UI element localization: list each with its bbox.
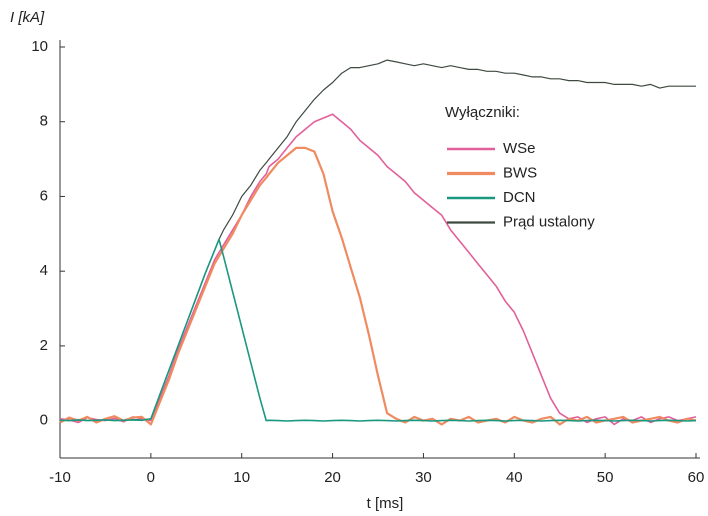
y-tick-label: 2: [40, 337, 48, 354]
y-tick-label: 8: [40, 113, 48, 130]
series-line: [59, 59, 696, 422]
x-tick-label: 40: [506, 469, 523, 486]
x-axis-label: t [ms]: [367, 495, 404, 512]
x-tick-label: -10: [49, 469, 71, 486]
legend-label: DCN: [503, 189, 536, 206]
y-tick-label: 0: [40, 412, 48, 429]
legend-label: BWS: [503, 164, 537, 181]
series-line: [59, 146, 697, 426]
y-tick-label: 10: [31, 38, 48, 55]
y-tick-label: 6: [40, 187, 48, 204]
legend-title: Wyłączniki:: [445, 104, 520, 121]
legend-label: WSe: [503, 140, 536, 157]
x-tick-label: 20: [324, 469, 341, 486]
y-axis-label: I [kA]: [10, 9, 45, 26]
x-tick-label: 0: [147, 469, 155, 486]
legend-label: Prąd ustalony: [503, 213, 595, 230]
x-tick-label: 10: [233, 469, 250, 486]
series-line: [59, 113, 697, 426]
y-tick-label: 4: [40, 262, 48, 279]
series-line: [59, 238, 697, 422]
x-tick-label: 50: [597, 469, 614, 486]
x-tick-label: 30: [415, 469, 432, 486]
x-tick-label: 60: [688, 469, 705, 486]
